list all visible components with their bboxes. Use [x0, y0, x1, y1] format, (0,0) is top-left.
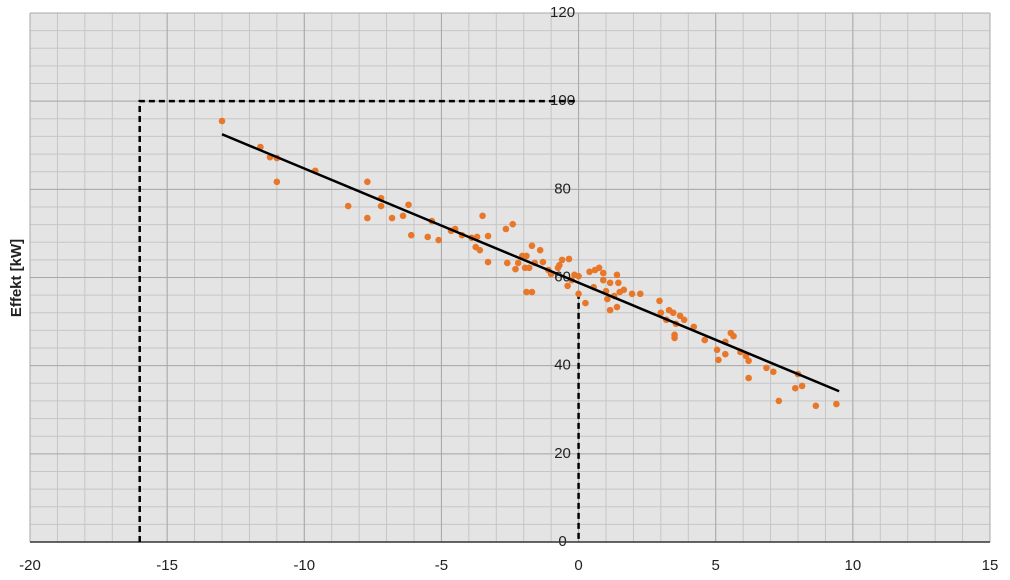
x-tick-label: 15: [982, 557, 999, 574]
point: [364, 214, 371, 222]
point: [536, 246, 544, 254]
point: [364, 178, 371, 186]
point: [606, 279, 614, 287]
point: [613, 271, 621, 279]
point: [812, 402, 820, 410]
point: [377, 202, 385, 210]
point: [713, 346, 721, 354]
point: [388, 214, 396, 222]
point: [476, 246, 484, 254]
point: [669, 309, 677, 317]
point: [770, 368, 777, 376]
guide-line: [138, 99, 579, 542]
point: [613, 303, 621, 311]
x-tick-label: -20: [19, 557, 41, 574]
point: [615, 279, 622, 287]
point: [833, 400, 840, 408]
x-tick-label: 10: [845, 557, 862, 574]
point: [512, 265, 519, 273]
point: [715, 356, 722, 364]
x-tick-label: -15: [156, 557, 178, 574]
point: [599, 276, 607, 284]
x-tick-label: 0: [574, 557, 582, 574]
point: [745, 374, 752, 382]
point: [484, 258, 492, 266]
point: [722, 350, 729, 358]
y-tick-label: 80: [554, 180, 571, 197]
point: [344, 202, 352, 210]
point: [636, 290, 644, 298]
point: [604, 295, 611, 303]
point: [656, 297, 663, 305]
point: [701, 336, 709, 344]
point: [565, 255, 573, 263]
point: [435, 236, 442, 244]
point: [273, 178, 281, 186]
trend-line: [221, 133, 840, 393]
point: [676, 312, 684, 320]
point: [791, 384, 799, 392]
point: [502, 225, 510, 233]
point: [407, 231, 415, 239]
point: [599, 269, 607, 277]
point: [405, 201, 412, 209]
point: [620, 286, 628, 294]
point: [690, 323, 698, 331]
point: [509, 220, 517, 228]
point: [628, 290, 636, 298]
point: [745, 357, 752, 365]
point: [523, 252, 530, 260]
point: [556, 261, 563, 269]
point: [763, 364, 770, 372]
point: [525, 264, 533, 272]
y-tick-label: 40: [554, 357, 571, 374]
point: [523, 288, 530, 296]
point: [575, 290, 582, 298]
point: [657, 309, 665, 317]
point: [595, 264, 603, 272]
point: [586, 268, 593, 276]
point: [680, 316, 688, 324]
point: [528, 242, 536, 250]
point: [775, 397, 783, 405]
point: [671, 331, 678, 339]
y-axis-label: Effekt [kW]: [8, 239, 25, 317]
point: [424, 233, 432, 241]
point: [399, 212, 407, 220]
point: [479, 212, 486, 220]
x-tick-label: -10: [293, 557, 315, 574]
point: [514, 259, 522, 267]
point: [575, 272, 582, 280]
point: [503, 259, 511, 267]
point: [558, 256, 566, 264]
point: [218, 117, 226, 125]
y-tick-label: 120: [550, 4, 575, 21]
point: [564, 282, 571, 290]
point: [582, 299, 589, 307]
point: [606, 306, 614, 314]
x-tick-label: 5: [712, 557, 720, 574]
point: [798, 382, 806, 390]
x-tick-label: -5: [435, 557, 448, 574]
point: [730, 332, 737, 340]
point: [539, 258, 547, 266]
y-tick-label: 20: [554, 445, 571, 462]
point: [484, 232, 492, 240]
point: [528, 288, 536, 296]
